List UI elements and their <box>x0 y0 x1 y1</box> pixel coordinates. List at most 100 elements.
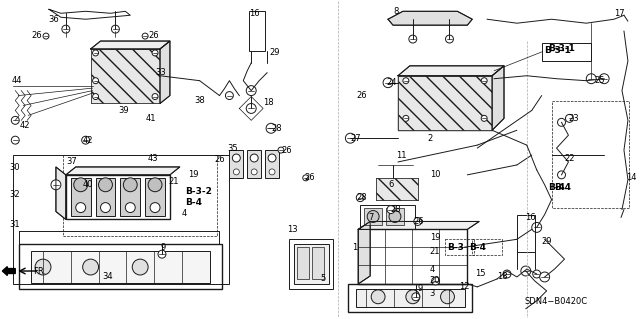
Bar <box>91 49 160 103</box>
Circle shape <box>158 250 166 258</box>
Bar <box>312 247 324 279</box>
Text: 22: 22 <box>564 153 575 162</box>
Bar <box>249 11 265 51</box>
Text: 32: 32 <box>10 190 20 199</box>
Circle shape <box>268 154 276 162</box>
Text: 2: 2 <box>428 134 433 143</box>
Text: 36: 36 <box>48 15 59 24</box>
Polygon shape <box>56 167 66 219</box>
Text: SDN4−B0420C: SDN4−B0420C <box>525 297 588 306</box>
Circle shape <box>99 178 113 192</box>
Circle shape <box>586 74 596 84</box>
Circle shape <box>445 35 454 43</box>
Text: 24: 24 <box>386 78 397 87</box>
Bar <box>289 239 333 289</box>
Circle shape <box>83 259 99 275</box>
Circle shape <box>250 154 258 162</box>
Text: 31: 31 <box>10 220 20 229</box>
Polygon shape <box>160 41 170 103</box>
Text: 9: 9 <box>160 243 165 252</box>
Circle shape <box>383 78 393 88</box>
Circle shape <box>521 266 531 276</box>
Text: 3: 3 <box>429 289 435 298</box>
Text: 1: 1 <box>353 243 358 252</box>
Bar <box>63 155 216 236</box>
Text: 21: 21 <box>168 177 179 186</box>
Text: 11: 11 <box>396 151 406 160</box>
Circle shape <box>440 290 454 304</box>
Circle shape <box>125 203 135 212</box>
Text: B-4: B-4 <box>555 183 572 192</box>
Circle shape <box>74 178 88 192</box>
Bar <box>356 289 465 307</box>
Circle shape <box>278 147 284 153</box>
Bar <box>358 229 467 284</box>
Text: 33: 33 <box>155 68 166 77</box>
Polygon shape <box>358 221 370 284</box>
Text: 26: 26 <box>281 145 292 155</box>
Text: 41: 41 <box>145 114 156 123</box>
Circle shape <box>152 93 158 100</box>
Bar <box>541 43 591 61</box>
Circle shape <box>12 136 19 144</box>
Circle shape <box>403 115 409 121</box>
Circle shape <box>406 290 420 304</box>
Text: 4: 4 <box>182 209 187 218</box>
Text: 18: 18 <box>263 98 274 107</box>
Circle shape <box>152 50 158 56</box>
Text: 21: 21 <box>429 247 440 256</box>
Circle shape <box>557 171 566 179</box>
Bar <box>71 178 91 216</box>
Text: 13: 13 <box>287 225 298 234</box>
Text: B-3-1: B-3-1 <box>543 47 570 56</box>
Text: 28: 28 <box>390 205 401 214</box>
Circle shape <box>82 136 90 144</box>
Text: 5: 5 <box>321 274 326 284</box>
Circle shape <box>431 277 440 285</box>
Circle shape <box>503 270 511 278</box>
Circle shape <box>150 203 160 212</box>
Circle shape <box>367 211 379 222</box>
Circle shape <box>481 115 487 121</box>
Bar <box>31 251 209 283</box>
Circle shape <box>232 154 240 162</box>
Bar <box>386 208 404 226</box>
Text: 17: 17 <box>614 9 625 18</box>
Text: 30: 30 <box>10 163 20 173</box>
Polygon shape <box>398 66 504 76</box>
Text: 26: 26 <box>148 31 159 40</box>
Text: 42: 42 <box>19 121 29 130</box>
Text: B-3-2: B-3-2 <box>185 187 212 196</box>
Text: 18: 18 <box>497 272 508 281</box>
Text: B-4: B-4 <box>548 183 566 192</box>
Text: 28: 28 <box>356 193 367 202</box>
Circle shape <box>389 211 401 222</box>
Circle shape <box>12 116 19 124</box>
Text: 4: 4 <box>429 264 435 273</box>
Text: 26: 26 <box>356 91 367 100</box>
Circle shape <box>132 259 148 275</box>
Text: B-3: B-3 <box>447 243 465 252</box>
Polygon shape <box>66 167 180 175</box>
Circle shape <box>414 218 422 226</box>
Text: 26: 26 <box>305 173 316 182</box>
Circle shape <box>62 25 70 33</box>
Text: B-4: B-4 <box>469 243 486 252</box>
Circle shape <box>387 205 395 213</box>
Bar <box>364 208 382 226</box>
Text: 9: 9 <box>418 284 423 293</box>
Bar <box>91 49 160 103</box>
Bar <box>19 244 223 289</box>
Bar <box>145 178 165 216</box>
Circle shape <box>557 118 566 126</box>
Text: 38: 38 <box>195 96 205 105</box>
Bar <box>66 175 170 219</box>
Text: 16: 16 <box>525 213 536 222</box>
Circle shape <box>481 78 487 84</box>
Text: 28: 28 <box>271 124 282 133</box>
Text: 14: 14 <box>626 173 636 182</box>
Circle shape <box>409 35 417 43</box>
Text: 15: 15 <box>476 270 486 278</box>
Text: 29: 29 <box>269 48 280 57</box>
Text: 10: 10 <box>429 170 440 179</box>
